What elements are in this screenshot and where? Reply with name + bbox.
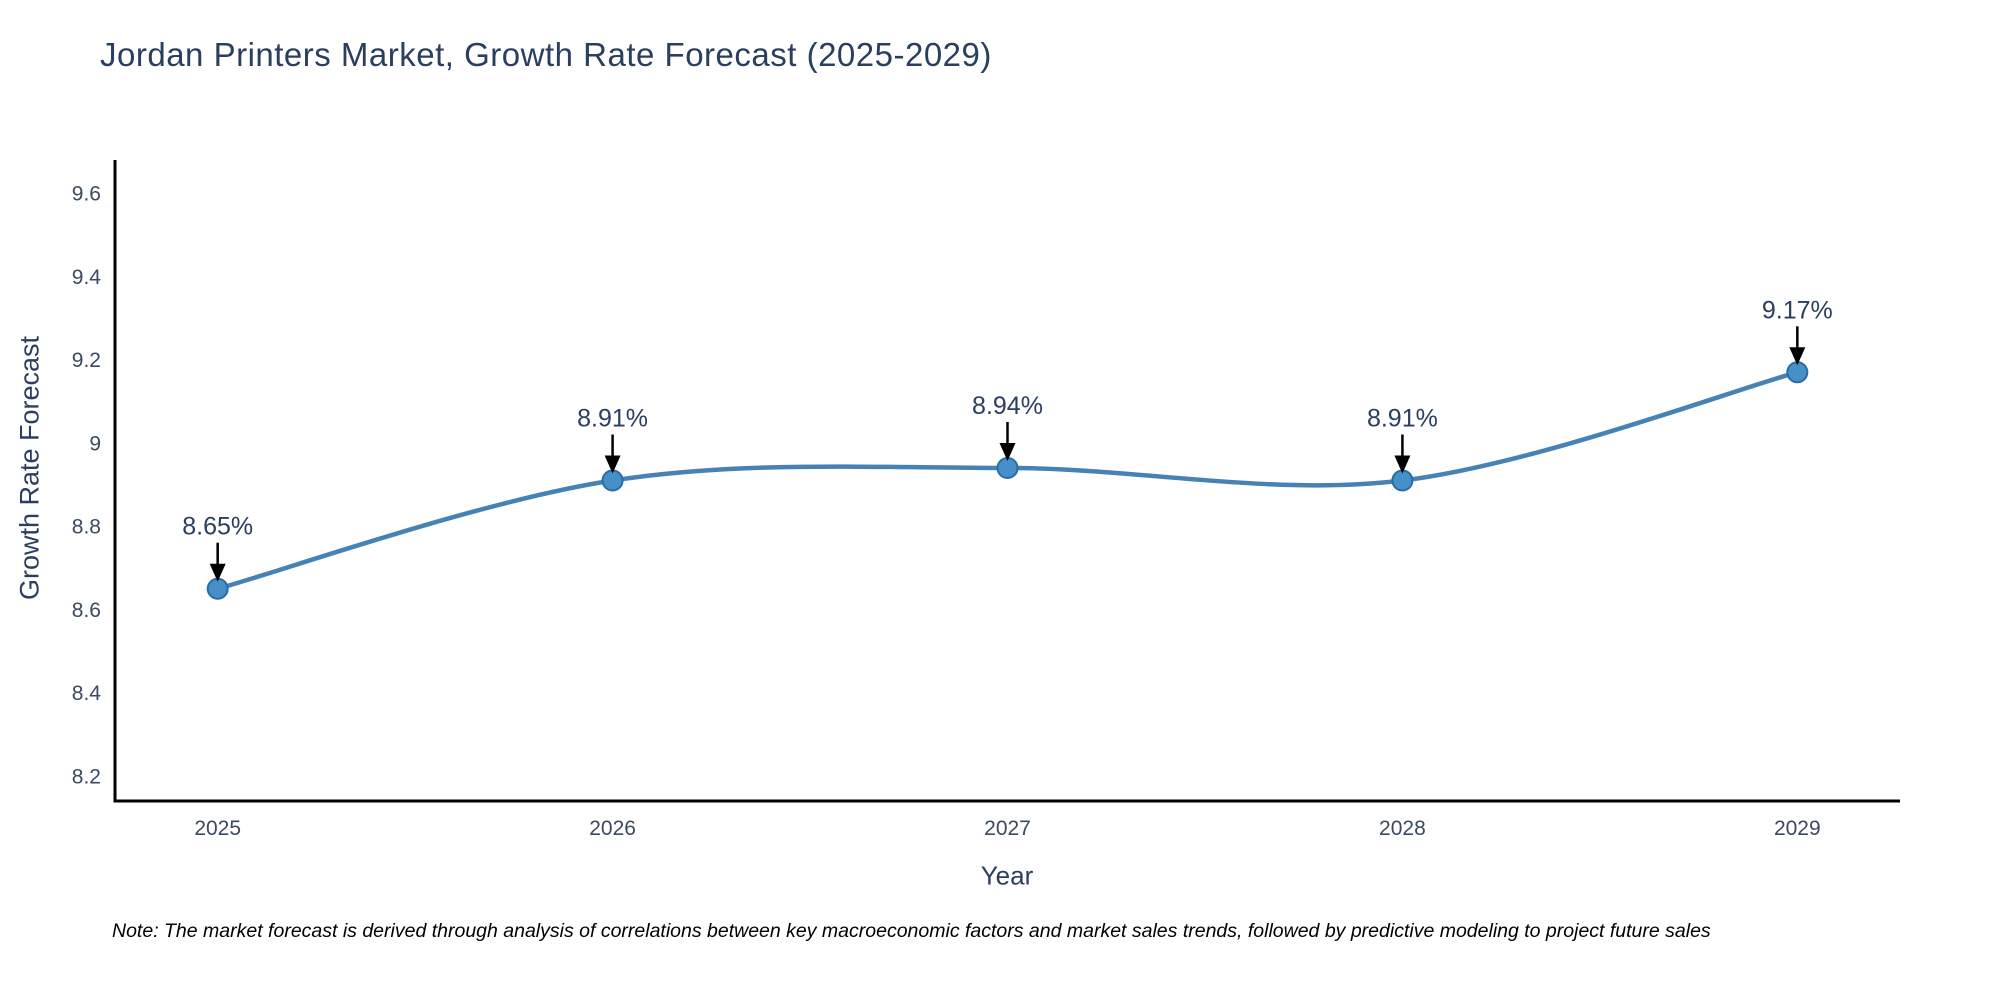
y-tick-label: 9.6 <box>72 183 101 206</box>
footnote-text: Note: The market forecast is derived thr… <box>112 920 1711 942</box>
y-tick-label: 9.2 <box>72 349 101 372</box>
y-tick-label: 8.8 <box>72 516 101 539</box>
data-point-value-label: 8.65% <box>182 513 253 541</box>
x-tick-label: 2026 <box>589 817 636 840</box>
data-point-value-label: 8.91% <box>577 405 648 433</box>
y-tick-label: 8.2 <box>72 765 101 788</box>
axis-lines <box>113 160 1900 803</box>
y-tick-label: 8.6 <box>72 599 101 622</box>
annotation-arrow-head <box>1394 455 1411 474</box>
data-point-value-label: 8.91% <box>1367 405 1438 433</box>
x-tick-label: 2029 <box>1774 817 1821 840</box>
annotation-arrow-head <box>604 455 621 474</box>
data-point-value-label: 9.17% <box>1762 296 1833 324</box>
data-point-value-label: 8.94% <box>972 392 1043 420</box>
y-axis-title: Growth Rate Forecast <box>14 335 45 601</box>
x-tick-label: 2025 <box>194 817 241 840</box>
x-tick-label: 2027 <box>984 817 1031 840</box>
y-tick-label: 8.4 <box>72 682 102 705</box>
y-tick-label: 9 <box>89 432 101 455</box>
annotation-arrow-head <box>1789 347 1806 366</box>
chart-title: Jordan Printers Market, Growth Rate Fore… <box>100 36 992 73</box>
x-tick-label: 2028 <box>1379 817 1426 840</box>
annotation-arrow-head <box>209 563 226 582</box>
y-tick-label: 9.4 <box>72 266 102 289</box>
annotation-arrow-head <box>999 443 1016 462</box>
x-axis-title: Year <box>980 860 1034 891</box>
